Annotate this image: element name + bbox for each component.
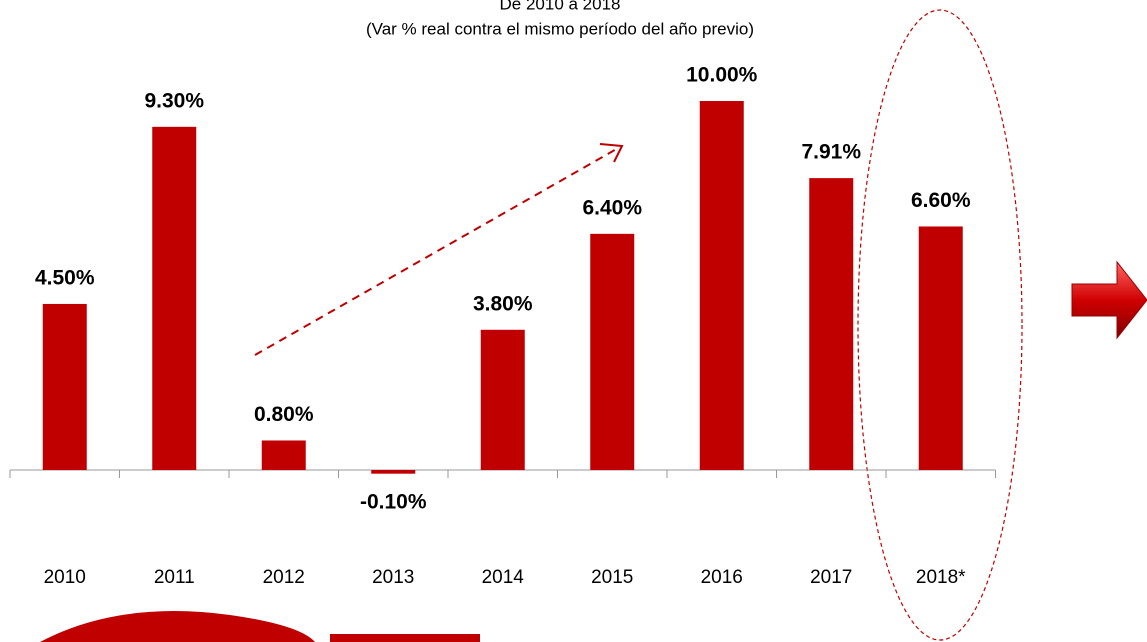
x-tick-label: 2015 <box>591 567 633 588</box>
x-tick-label: 2012 <box>263 567 305 588</box>
chart-title: De 2010 a 2018 <box>500 0 621 13</box>
value-label: 9.30% <box>144 89 204 112</box>
x-tick-label: 2011 <box>154 567 195 588</box>
bar <box>261 440 306 470</box>
side-arrow <box>1071 260 1147 340</box>
value-label: 4.50% <box>35 266 95 289</box>
bar <box>809 178 854 470</box>
logo-text-fragment <box>330 634 480 642</box>
trend-arrow-head <box>599 143 624 163</box>
value-label: 7.91% <box>801 141 861 164</box>
bar <box>590 233 635 470</box>
bar <box>42 303 87 470</box>
value-label: 6.40% <box>582 196 642 219</box>
value-label: 10.00% <box>686 64 758 87</box>
value-label: 0.80% <box>254 403 314 426</box>
trend-arrow <box>254 146 621 356</box>
x-tick-label: 2017 <box>810 567 852 588</box>
chart-subtitle: (Var % real contra el mismo período del … <box>366 19 754 38</box>
value-label: 6.60% <box>911 189 971 212</box>
bar <box>699 101 744 470</box>
bar <box>918 226 963 470</box>
x-tick-label: 2013 <box>372 567 414 588</box>
logo <box>40 611 315 642</box>
highlight-ellipse <box>857 9 1023 641</box>
x-tick-label: 2018* <box>916 567 966 588</box>
value-label: -0.10% <box>360 491 427 514</box>
value-label: 3.80% <box>473 292 533 315</box>
bar <box>480 329 525 470</box>
x-tick-label: 2014 <box>482 567 525 588</box>
x-tick-label: 2016 <box>701 567 743 588</box>
bar <box>371 470 416 474</box>
x-tick-label: 2010 <box>44 567 86 588</box>
bar <box>152 126 197 470</box>
